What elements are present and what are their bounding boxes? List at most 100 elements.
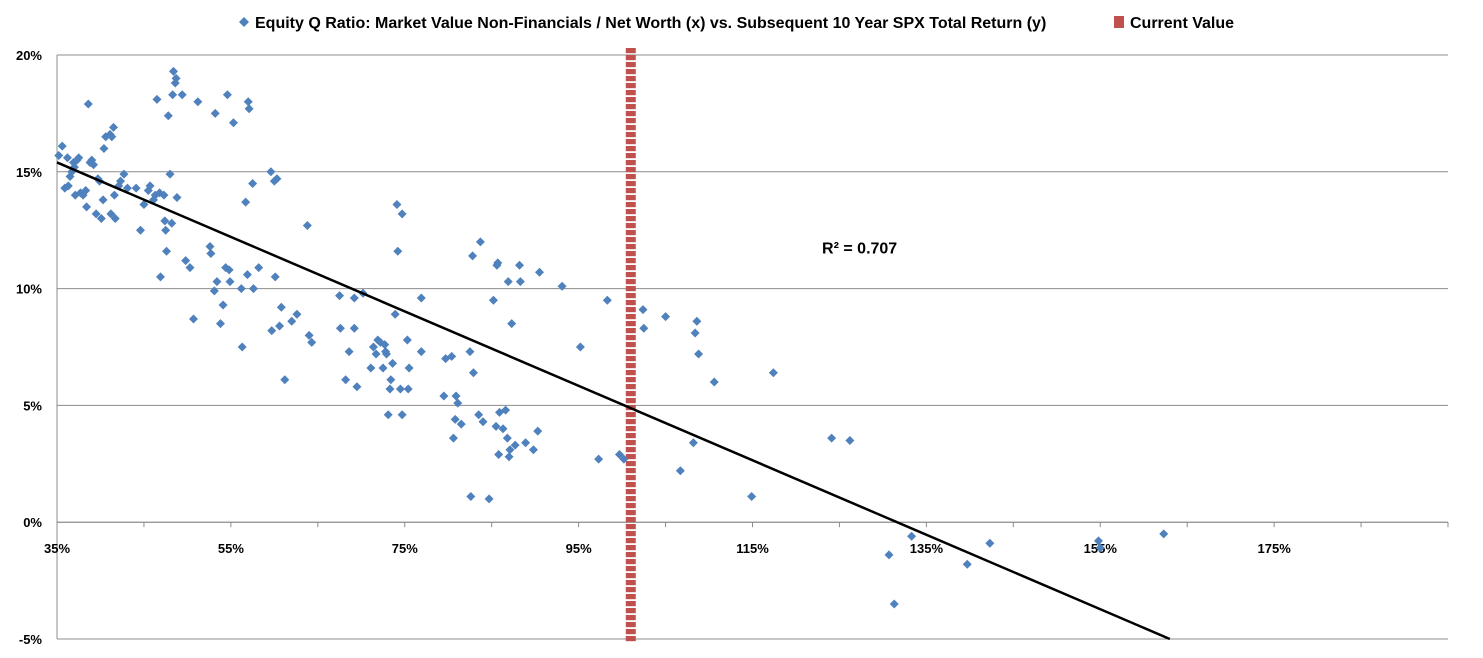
data-point-156	[504, 452, 514, 462]
current-value-marker-60	[625, 467, 636, 474]
current-value-marker-6	[625, 89, 636, 96]
data-point-34	[115, 176, 125, 186]
data-point-97	[307, 337, 317, 347]
data-point-179	[694, 349, 704, 359]
data-point-103	[349, 323, 359, 333]
data-point-112	[380, 340, 390, 350]
current-value-marker-8	[625, 103, 636, 110]
data-point-162	[521, 438, 531, 448]
y-tick-label-0: -5%	[19, 632, 43, 647]
current-value-marker-73	[625, 558, 636, 565]
current-value-marker-74	[625, 565, 636, 572]
current-value-marker-17	[625, 166, 636, 173]
data-point-173	[639, 323, 649, 333]
current-value-marker-45	[625, 362, 636, 369]
data-point-174	[661, 312, 671, 322]
data-point-107	[368, 342, 378, 352]
current-value-marker-69	[625, 530, 636, 537]
current-value-marker-0	[625, 47, 636, 54]
current-value-marker-16	[625, 159, 636, 166]
data-point-141	[468, 368, 478, 378]
data-point-3	[62, 153, 72, 163]
data-point-186	[889, 599, 899, 609]
data-point-152	[498, 424, 508, 434]
data-point-39	[139, 200, 149, 210]
current-value-marker-19	[625, 180, 636, 187]
legend: Equity Q Ratio: Market Value Non-Financi…	[239, 15, 1234, 32]
current-value-marker-54	[625, 425, 636, 432]
data-point-1	[57, 141, 67, 151]
data-point-158	[507, 319, 517, 329]
current-value-marker-71	[625, 544, 636, 551]
current-value-marker-24	[625, 215, 636, 222]
data-point-192	[1159, 529, 1169, 539]
data-point-96	[304, 330, 314, 340]
data-point-55	[168, 66, 178, 76]
data-point-142	[474, 410, 484, 420]
data-point-24	[98, 195, 108, 205]
current-value-marker-66	[625, 509, 636, 516]
data-point-160	[515, 260, 525, 270]
y-tick-label-3: 10%	[16, 282, 42, 297]
data-point-175	[675, 466, 685, 476]
data-point-35	[119, 169, 129, 179]
current-value-marker-26	[625, 229, 636, 236]
y-tick-label-2: 5%	[23, 398, 42, 413]
data-point-189	[985, 538, 995, 548]
current-value-marker-43	[625, 348, 636, 355]
y-axis-tick-labels: -5% 0% 5% 10% 15% 20%	[16, 48, 42, 647]
data-point-178	[692, 316, 702, 326]
data-point-99	[335, 323, 345, 333]
data-point-184	[845, 435, 855, 445]
current-value-marker-12	[625, 131, 636, 138]
y-tick-label-5: 20%	[16, 48, 42, 63]
current-value-marker-55	[625, 432, 636, 439]
current-value-marker-25	[625, 222, 636, 229]
current-value-marker-27	[625, 236, 636, 243]
current-value-marker-62	[625, 481, 636, 488]
data-point-164	[533, 426, 543, 436]
current-value-marker-46	[625, 369, 636, 376]
data-point-90	[275, 321, 285, 331]
data-point-117	[386, 375, 396, 385]
data-point-166	[557, 281, 567, 291]
current-value-marker-2	[625, 61, 636, 68]
x-tick-label-4: 115%	[736, 541, 769, 556]
legend-label-q-ratio: Equity Q Ratio: Market Value Non-Financi…	[255, 15, 1046, 32]
data-point-63	[193, 97, 203, 107]
data-point-149	[493, 258, 503, 268]
data-point-111	[378, 363, 388, 373]
data-point-82	[248, 178, 258, 188]
data-point-171	[619, 454, 629, 464]
data-point-86	[267, 326, 277, 336]
current-value-marker-38	[625, 313, 636, 320]
data-point-52	[165, 169, 175, 179]
current-value-marker-40	[625, 327, 636, 334]
data-point-157	[505, 445, 515, 455]
current-value-marker-67	[625, 516, 636, 523]
current-value-marker-21	[625, 194, 636, 201]
current-value-marker-59	[625, 460, 636, 467]
current-value-marker-61	[625, 474, 636, 481]
current-value-marker-81	[625, 614, 636, 621]
legend-label-current-value: Current Value	[1130, 15, 1234, 32]
data-point-185	[884, 550, 894, 560]
data-point-80	[243, 97, 253, 107]
data-point-77	[237, 342, 247, 352]
current-value-marker-23	[625, 208, 636, 215]
data-point-127	[404, 363, 414, 373]
current-value-marker-18	[625, 173, 636, 180]
data-point-115	[383, 410, 393, 420]
data-point-140	[468, 251, 478, 261]
data-point-161	[515, 277, 525, 287]
data-point-165	[535, 267, 545, 277]
current-value-marker-44	[625, 355, 636, 362]
current-value-line	[625, 47, 636, 642]
x-tick-label-3: 95%	[566, 541, 592, 556]
current-value-marker-47	[625, 376, 636, 383]
y-tick-label-4: 15%	[16, 165, 42, 180]
current-value-marker-80	[625, 607, 636, 614]
data-point-128	[416, 347, 426, 357]
data-point-144	[478, 417, 488, 427]
data-point-94	[292, 309, 302, 319]
